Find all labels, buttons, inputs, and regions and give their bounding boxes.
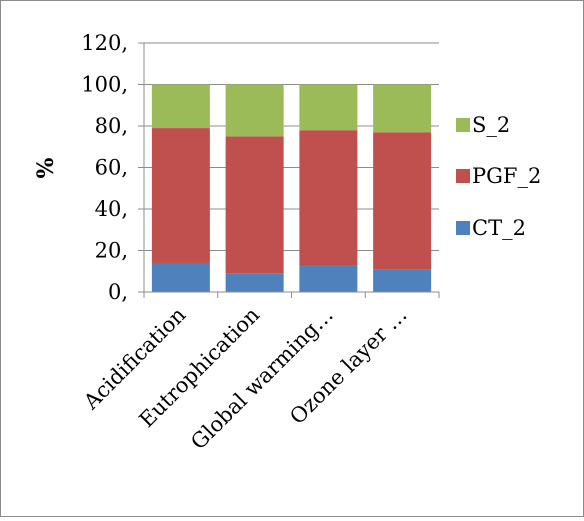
legend-label: PGF_2	[472, 164, 541, 188]
legend-label: CT_2	[472, 216, 526, 240]
y-tick-label: 40,	[95, 197, 128, 221]
y-axis-title: %	[33, 157, 59, 178]
bar-segment-s-2	[151, 84, 210, 129]
y-tick-label: 60,	[95, 156, 128, 180]
bar-segment-s-2	[225, 84, 284, 137]
axes	[138, 42, 440, 298]
y-tick-label: 120,	[81, 31, 128, 55]
x-category-label: Global warming…	[186, 303, 338, 455]
bars	[151, 84, 432, 292]
bar-segment-ct-2	[151, 262, 210, 292]
bar-segment-pgf-2	[225, 136, 284, 274]
legend: S_2 PGF_2 CT_2	[456, 113, 541, 240]
bar-segment-ct-2	[225, 273, 284, 292]
bar-segment-pgf-2	[151, 128, 210, 263]
y-tick-label: 0,	[108, 280, 128, 304]
bar-segment-pgf-2	[299, 130, 358, 266]
y-tick-labels: 0, 20, 40, 60, 80, 100, 120,	[81, 31, 128, 304]
bar-segment-pgf-2	[373, 132, 432, 270]
bar-segment-s-2	[373, 84, 432, 133]
y-tick-label: 100,	[81, 73, 128, 97]
bar-segment-ct-2	[373, 269, 432, 292]
y-tick-label: 80,	[95, 114, 128, 138]
legend-swatch	[456, 169, 470, 183]
legend-swatch	[456, 118, 470, 132]
bar-segment-s-2	[299, 84, 358, 131]
legend-label: S_2	[472, 113, 510, 137]
bar-segment-ct-2	[299, 265, 358, 292]
legend-swatch	[456, 221, 470, 235]
y-tick-label: 20,	[95, 239, 128, 263]
